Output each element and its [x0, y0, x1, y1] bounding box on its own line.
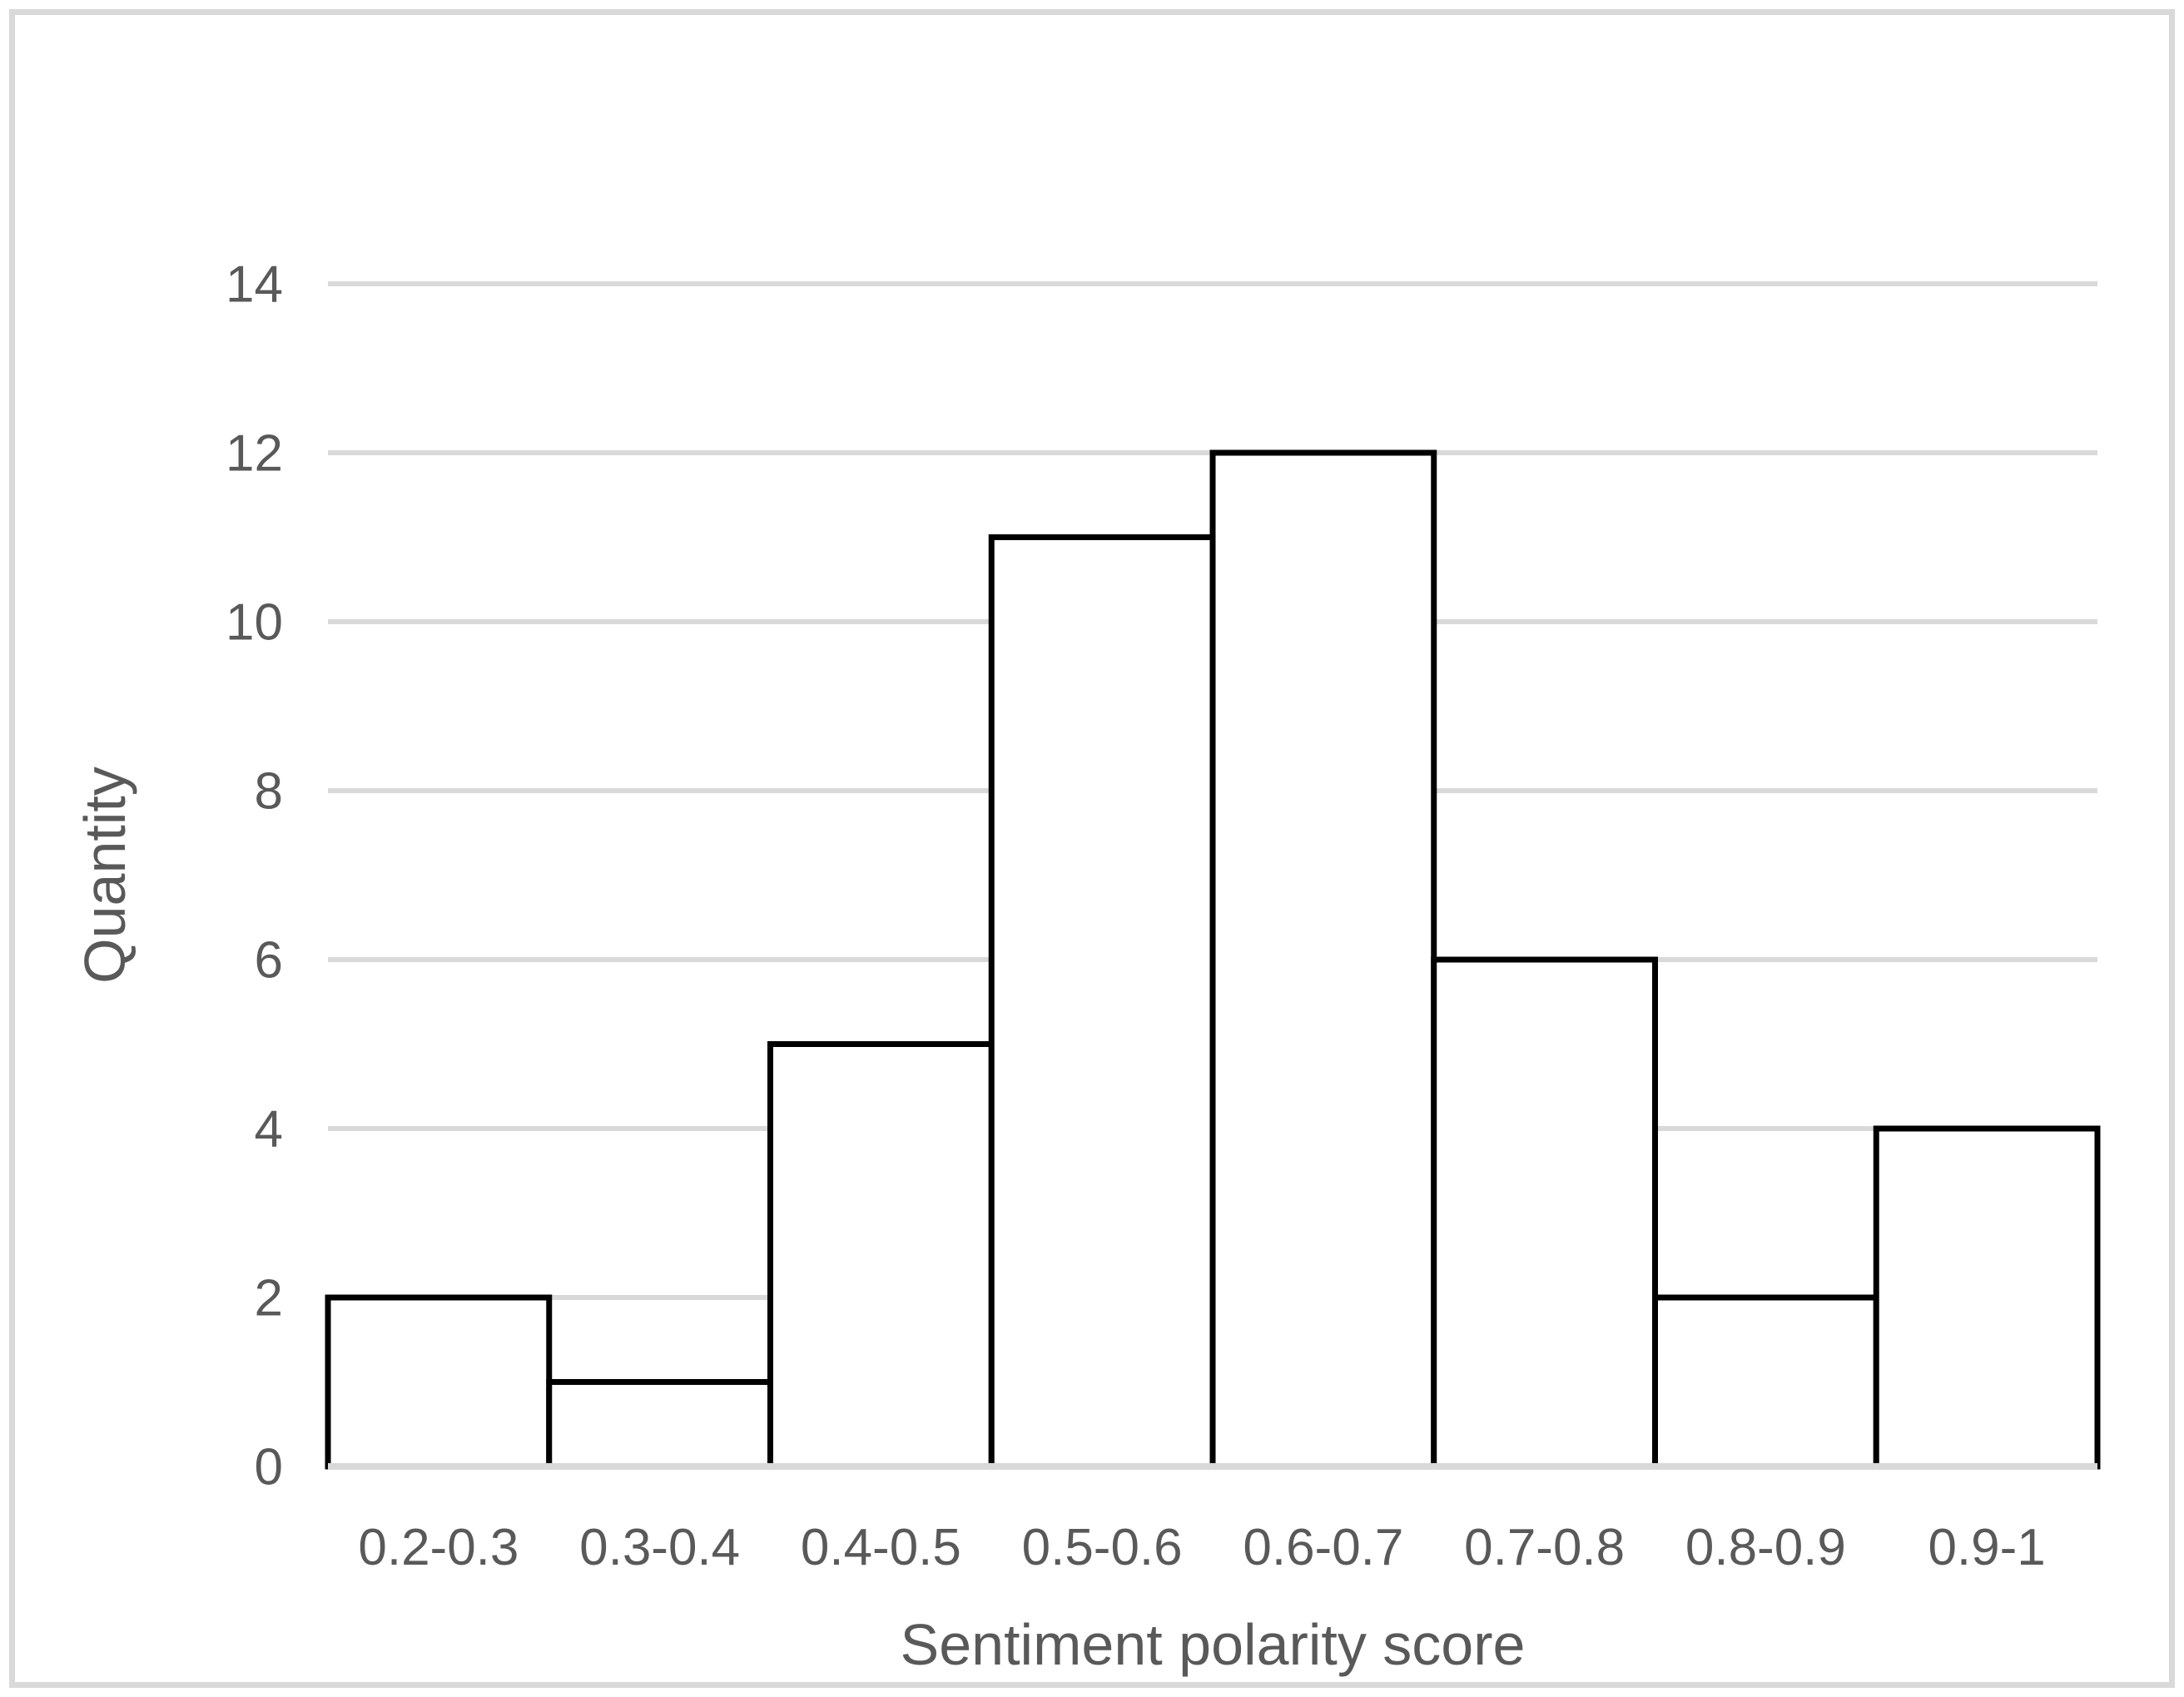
bar — [1209, 449, 1437, 1470]
y-tick-label: 10 — [226, 594, 283, 652]
x-tick-label: 0.7-0.8 — [1464, 1519, 1625, 1576]
x-tick-label: 0.4-0.5 — [801, 1519, 961, 1576]
bar — [767, 1041, 995, 1470]
x-tick-label: 0.6-0.7 — [1243, 1519, 1403, 1576]
x-tick-label: 0.5-0.6 — [1022, 1519, 1183, 1576]
bar — [1431, 956, 1658, 1470]
bar — [1652, 1294, 1879, 1470]
y-tick-label: 6 — [255, 932, 283, 990]
x-tick-label: 0.2-0.3 — [358, 1519, 519, 1576]
y-tick-label: 12 — [226, 425, 283, 483]
x-axis-tick-labels: 0.2-0.3 0.3-0.4 0.4-0.5 0.5-0.6 0.6-0.7 0.7-0… — [358, 1519, 2045, 1576]
y-tick-label: 14 — [226, 256, 283, 314]
bar — [988, 534, 1216, 1470]
x-tick-label: 0.8-0.9 — [1685, 1519, 1846, 1576]
x-tick-label: 0.9-1 — [1928, 1519, 2045, 1576]
bar — [546, 1379, 773, 1470]
y-axis-tick-labels: 0 2 4 6 8 10 12 14 — [226, 256, 283, 1496]
y-tick-label: 8 — [255, 763, 283, 821]
x-axis-title: Sentiment polarity score — [901, 1612, 1526, 1677]
bar — [325, 1294, 553, 1470]
y-tick-label: 0 — [255, 1439, 283, 1496]
y-tick-label: 2 — [255, 1270, 283, 1327]
bar — [1873, 1125, 2101, 1470]
bars — [325, 449, 2101, 1470]
y-tick-label: 4 — [255, 1101, 283, 1159]
x-tick-label: 0.3-0.4 — [579, 1519, 740, 1576]
y-axis-title: Quantity — [72, 767, 137, 984]
